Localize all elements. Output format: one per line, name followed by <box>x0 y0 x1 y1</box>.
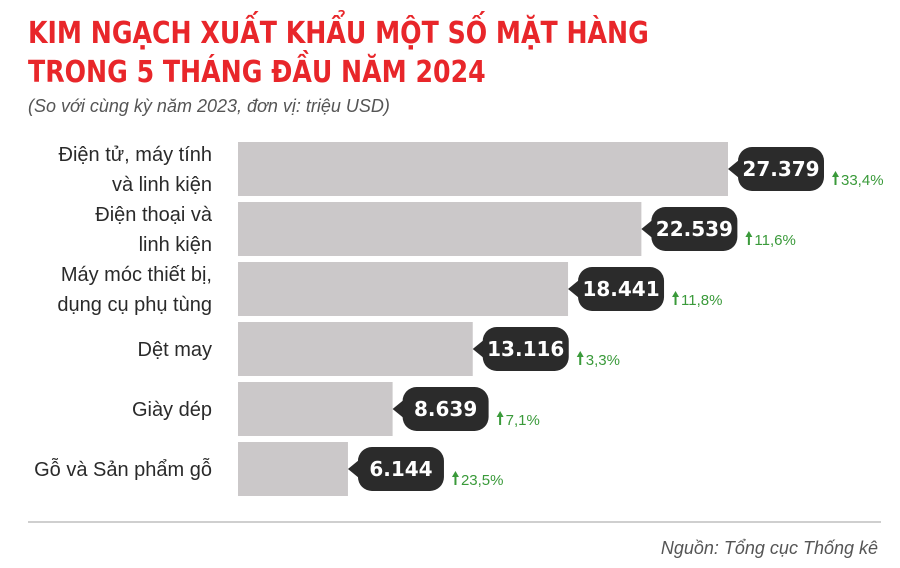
value-bubble-pointer <box>392 400 404 418</box>
value-bubble-pointer <box>641 220 653 238</box>
value-label: 8.639 <box>414 397 477 421</box>
category-label: dụng cụ phụ tùng <box>57 294 212 316</box>
arrow-up-icon <box>576 351 584 365</box>
bar <box>238 142 728 196</box>
change-label: 11,8% <box>681 292 722 309</box>
bar-chart: Điện tử, máy tính và linh kiện 27.379 33,4%… <box>34 142 884 496</box>
value-bubble-pointer <box>347 460 359 478</box>
value-bubble <box>578 267 665 311</box>
change-label: 33,4% <box>841 172 884 189</box>
value-bubble-pointer <box>472 340 484 358</box>
bar-group: Điện tử, máy tính và linh kiện 27.379 33,4% <box>59 142 884 196</box>
arrow-up-icon <box>672 291 680 305</box>
category-label: Giày dép <box>132 399 212 421</box>
value-label: 13.116 <box>487 337 564 361</box>
bar-group: Dệt may 13.116 3,3% <box>138 322 620 376</box>
bar-group: Điện thoại và linh kiện 22.539 11,6% <box>95 202 796 256</box>
chart-title-line-1: KIM NGẠCH XUẤT KHẨU MỘT SỐ MẶT HÀNG <box>28 16 649 51</box>
arrow-up-icon <box>832 171 839 185</box>
value-bubble <box>651 207 738 251</box>
bar-group: Máy móc thiết bị, dụng cụ phụ tùng 18.441 1… <box>57 262 722 316</box>
value-bubble <box>738 147 824 191</box>
value-label: 27.379 <box>742 157 819 181</box>
arrow-up-icon <box>496 411 504 425</box>
arrow-up-icon <box>745 231 753 245</box>
value-label: 6.144 <box>369 457 432 481</box>
bar-group: Gỗ và Sản phẩm gỗ 6.144 23,5% <box>34 442 504 496</box>
change-label: 23,5% <box>461 472 504 489</box>
value-bubble <box>482 327 569 371</box>
change-label: 3,3% <box>586 352 620 369</box>
value-bubble <box>357 447 444 491</box>
value-bubble-pointer <box>728 160 739 178</box>
arrow-up-icon <box>451 471 459 485</box>
category-label: và linh kiện <box>112 174 212 196</box>
category-label: Gỗ và Sản phẩm gỗ <box>34 458 212 481</box>
category-label: Dệt may <box>138 339 212 361</box>
bar <box>238 322 473 376</box>
category-label: Điện tử, máy tính <box>59 144 212 166</box>
change-label: 11,6% <box>754 232 795 249</box>
category-label: Điện thoại và <box>95 204 213 226</box>
category-label: Máy móc thiết bị, <box>61 264 212 286</box>
value-bubble <box>402 387 489 431</box>
bar-group: Giày dép 8.639 7,1% <box>132 382 540 436</box>
footer-divider <box>28 521 881 523</box>
value-label: 18.441 <box>582 277 659 301</box>
value-label: 22.539 <box>656 217 733 241</box>
chart-title-line-2: TRONG 5 THÁNG ĐẦU NĂM 2024 <box>28 55 486 90</box>
bar <box>238 442 348 496</box>
change-label: 7,1% <box>506 412 540 429</box>
value-bubble-pointer <box>568 280 580 298</box>
bar <box>238 382 393 436</box>
bar <box>238 262 569 316</box>
chart-subtitle: (So với cùng kỳ năm 2023, đơn vị: triệu … <box>28 96 390 116</box>
chart-title: KIM NGẠCH XUẤT KHẨU MỘT SỐ MẶT HÀNG TRON… <box>28 14 649 92</box>
category-label: linh kiện <box>139 234 212 256</box>
bar <box>238 202 642 256</box>
source-note: Nguồn: Tổng cục Thống kê <box>660 538 878 558</box>
